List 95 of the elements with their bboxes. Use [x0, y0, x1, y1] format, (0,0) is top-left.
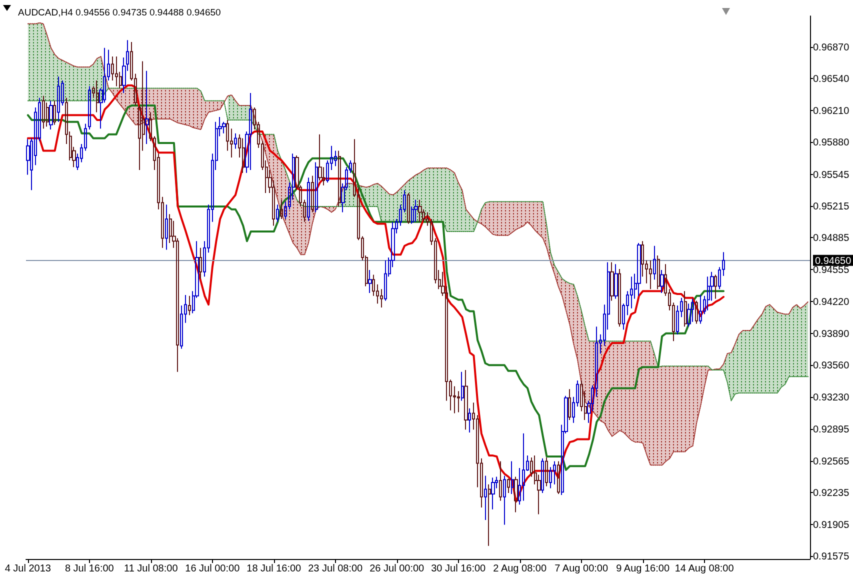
x-tick-label: 11 Jul 08:00 — [124, 562, 178, 574]
candlestick — [610, 262, 614, 302]
candlestick — [687, 303, 691, 328]
x-tick-label: 4 Jul 2013 — [4, 562, 52, 574]
candlestick — [42, 95, 45, 130]
candlestick — [222, 121, 226, 134]
candlestick — [618, 268, 621, 328]
candlestick — [653, 245, 656, 280]
y-tick-label: 0.92895 — [813, 424, 850, 435]
candlestick — [695, 300, 698, 324]
candlestick — [553, 460, 556, 485]
y-tick-label: 0.96540 — [813, 73, 850, 84]
candlestick — [280, 199, 283, 220]
candlestick — [714, 274, 717, 300]
candlestick — [499, 460, 502, 502]
x-tick-label: 18 Jul 16:00 — [246, 562, 302, 574]
candlestick — [507, 478, 510, 494]
candlestick — [522, 432, 525, 502]
candlestick — [380, 288, 383, 308]
candlestick — [660, 269, 664, 294]
candlestick — [511, 460, 514, 494]
candlestick — [249, 92, 252, 170]
candlestick — [165, 204, 168, 250]
candlestick — [557, 460, 560, 494]
candlestick — [418, 199, 422, 222]
x-tick-label: 8 Jul 16:00 — [64, 562, 114, 574]
candlestick — [49, 100, 53, 130]
x-tick-label: 23 Jul 08:00 — [308, 562, 364, 574]
y-tick-label: 0.91905 — [813, 518, 850, 530]
chart-title: AUDCAD,H4 0.94556 0.94735 0.94488 0.94650 — [18, 6, 221, 18]
candlestick — [457, 390, 460, 413]
candlestick — [384, 260, 387, 302]
candlestick — [464, 369, 468, 430]
y-tick-label: 0.94220 — [813, 296, 850, 308]
candlestick — [707, 276, 710, 311]
ref-line-label: 0.94650 — [815, 254, 852, 266]
candlestick — [199, 247, 202, 280]
candlestick — [115, 56, 118, 87]
candlestick — [568, 388, 571, 420]
y-tick-label: 0.96870 — [813, 41, 850, 52]
candlestick — [514, 476, 518, 513]
candlestick — [468, 408, 471, 433]
candlestick — [234, 132, 237, 150]
y-tick-label: 0.92565 — [813, 455, 850, 466]
candlestick — [145, 70, 149, 144]
y-tick-label: 0.93230 — [813, 391, 850, 402]
candlestick — [53, 100, 56, 126]
candlestick — [614, 264, 618, 300]
candlestick — [461, 371, 464, 402]
candlestick — [307, 177, 310, 222]
candlestick — [491, 477, 495, 510]
y-tick-label: 0.94885 — [813, 232, 850, 244]
candlestick — [637, 242, 641, 296]
candlestick — [57, 76, 60, 122]
candlestick — [88, 86, 91, 130]
candlestick — [368, 269, 372, 294]
candlestick — [334, 150, 337, 167]
y-tick-label: 0.91575 — [813, 550, 850, 562]
y-tick-label: 0.93560 — [813, 360, 850, 371]
candlestick — [276, 204, 279, 222]
x-tick-label: 7 Aug 00:00 — [554, 562, 608, 574]
y-tick-label: 0.95880 — [813, 136, 850, 148]
candlestick — [407, 192, 410, 224]
candlestick — [649, 260, 652, 290]
candlestick — [188, 295, 191, 316]
candlestick — [169, 214, 172, 244]
x-tick-label: 30 Jul 16:00 — [431, 562, 486, 574]
line-series — [27, 88, 809, 402]
candlestick — [699, 294, 702, 324]
candlestick — [311, 175, 314, 213]
y-tick-label: 0.92235 — [813, 487, 850, 498]
x-tick-label: 9 Aug 16:00 — [616, 562, 670, 574]
candlestick — [96, 80, 99, 113]
y-tick-label: 0.93890 — [813, 328, 850, 339]
candlestick — [414, 199, 418, 222]
x-tick-label: 14 Aug 08:00 — [674, 562, 734, 574]
y-tick-label: 0.94555 — [813, 264, 850, 275]
candlestick — [657, 255, 660, 290]
candlestick — [541, 458, 544, 494]
candlestick — [338, 150, 341, 207]
y-tick-label: 0.96210 — [813, 104, 850, 116]
candlestick — [503, 475, 506, 526]
x-tick-label: 26 Jul 00:00 — [370, 562, 425, 574]
candlestick — [318, 134, 322, 182]
y-tick-label: 0.95545 — [813, 168, 850, 180]
candlestick — [691, 298, 694, 322]
candlestick — [315, 162, 318, 213]
candlestick — [242, 138, 245, 174]
x-tick-label: 2 Aug 08:00 — [493, 562, 547, 574]
candlestick — [545, 456, 548, 487]
candlestick — [684, 290, 687, 328]
x-tick-label: 16 Jul 00:00 — [185, 562, 240, 574]
candlestick — [484, 475, 487, 520]
candlestick — [488, 484, 491, 546]
y-tick-label: 0.95215 — [813, 200, 850, 212]
